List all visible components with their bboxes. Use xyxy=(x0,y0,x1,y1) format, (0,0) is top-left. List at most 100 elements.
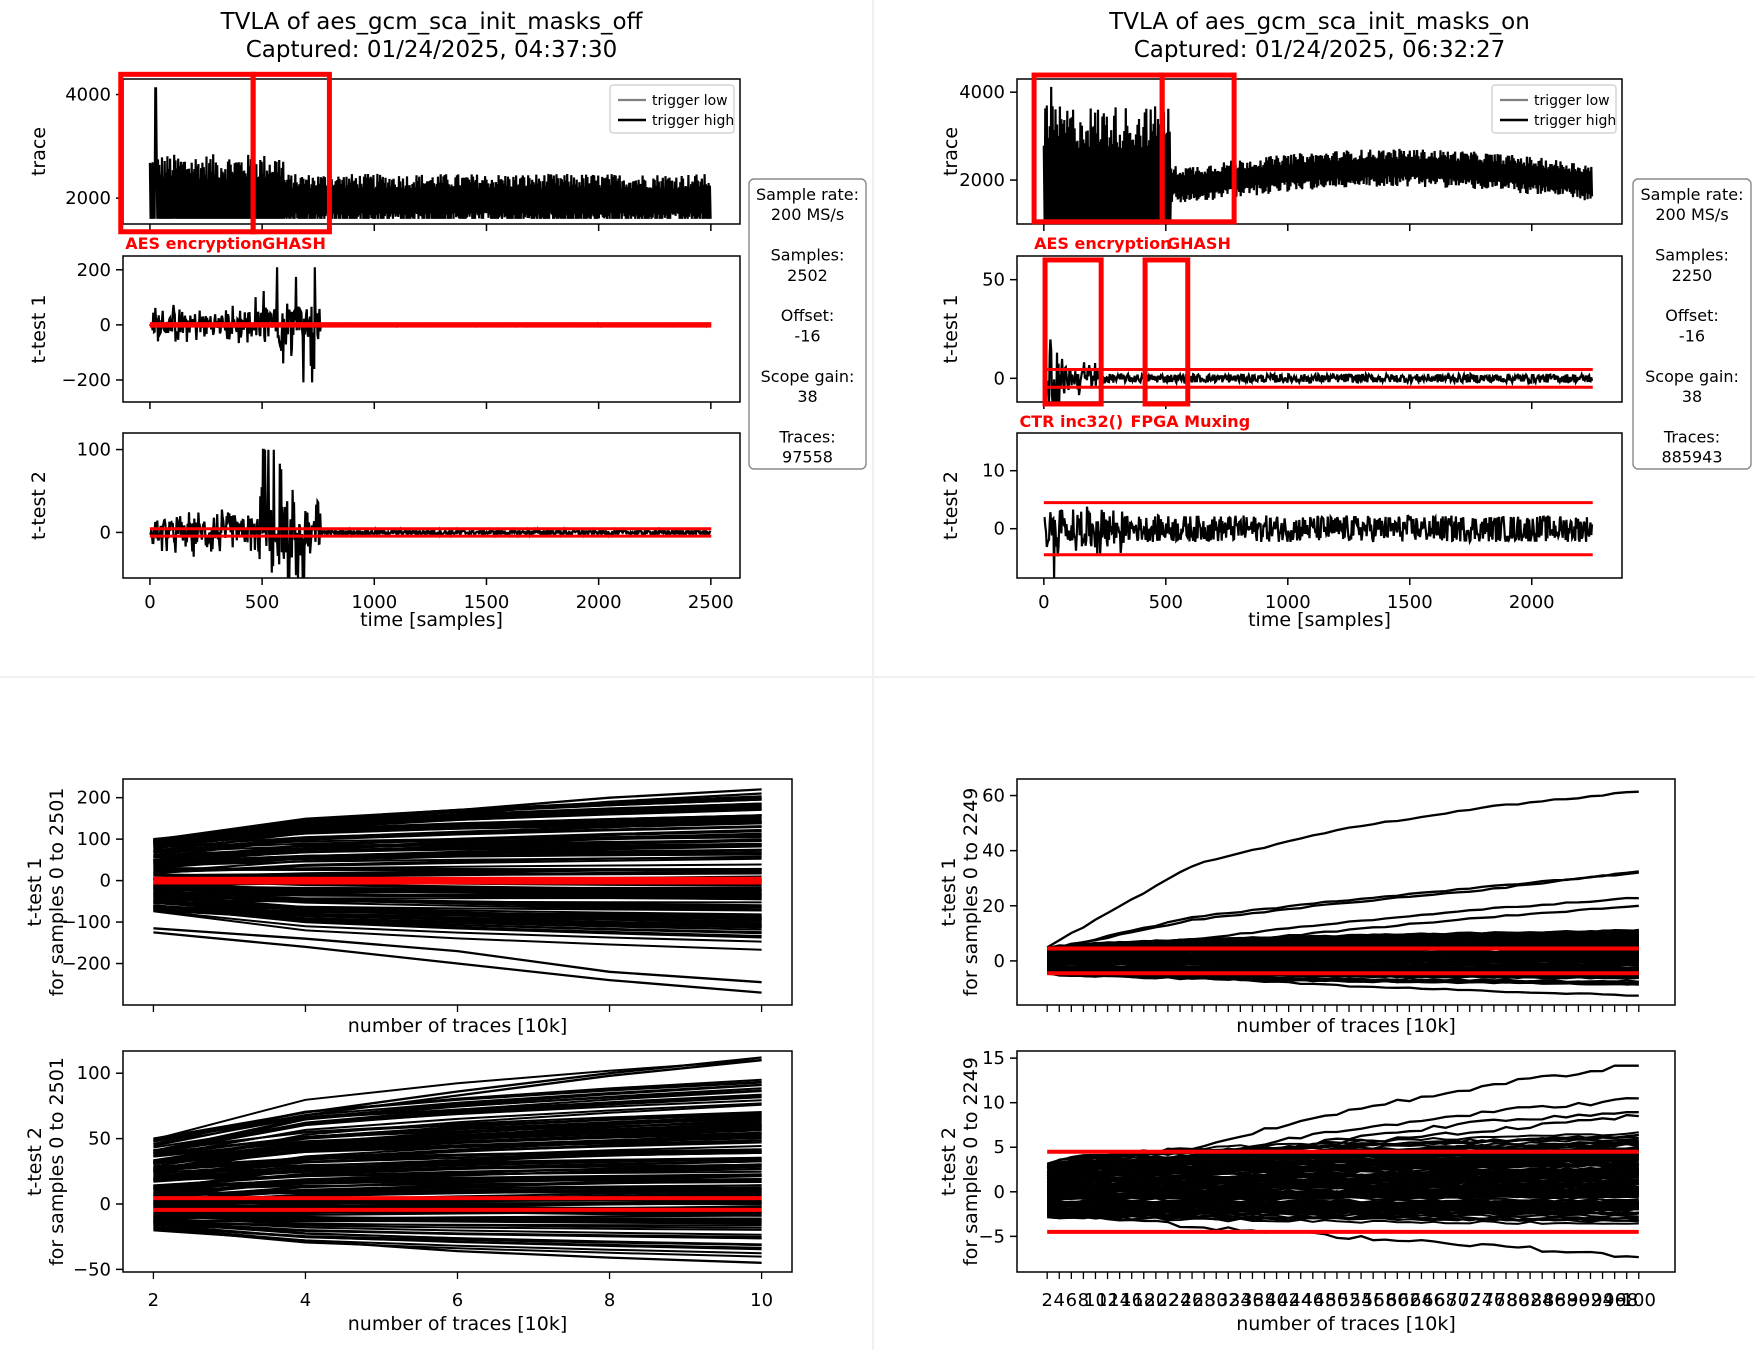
x-tick-label: 2000 xyxy=(576,592,622,613)
y-axis-label-sub: for samples 0 to 2249 xyxy=(960,1057,982,1266)
info-box-line: Samples: xyxy=(1655,246,1729,265)
y-axis-label: t-test 1 xyxy=(28,295,50,364)
info-box-line: Traces: xyxy=(1663,427,1720,446)
y-tick-label: 4000 xyxy=(959,82,1005,103)
y-tick-label: 0 xyxy=(994,368,1005,389)
info-box-line: Offset: xyxy=(1665,306,1718,325)
y-tick-label: 2000 xyxy=(65,188,111,209)
y-axis-label: trace xyxy=(28,127,50,176)
info-box-line: Scope gain: xyxy=(1645,367,1739,386)
axes-frame xyxy=(123,256,740,402)
y-axis-label-sub: for samples 0 to 2501 xyxy=(46,788,68,997)
trace-line xyxy=(153,892,761,893)
outlier-line xyxy=(1047,792,1639,948)
info-box-line: Traces: xyxy=(778,427,835,446)
y-tick-label: 15 xyxy=(982,1048,1005,1069)
x-tick-label: 0 xyxy=(1038,592,1049,613)
info-box-line: 2250 xyxy=(1672,266,1713,285)
panel-t-test-1: 50 0 t-test 1 CTR inc32() FPGA Muxing xyxy=(940,256,1622,431)
y-tick-label: 0 xyxy=(100,1194,111,1215)
info-box-line: 97558 xyxy=(782,448,833,467)
chart-left-top: TVLA of aes_gcm_sca_init_masks_offCaptur… xyxy=(28,9,866,631)
y-tick-label: 0 xyxy=(994,951,1005,972)
y-tick-label: 100 xyxy=(77,829,111,850)
chart-title: TVLA of aes_gcm_sca_init_masks_on xyxy=(1108,9,1530,35)
y-tick-label: 0 xyxy=(100,315,111,336)
info-box-line: 38 xyxy=(1682,387,1702,406)
info-box-line: -16 xyxy=(1679,326,1705,345)
y-axis-label: t-test 2 xyxy=(24,1127,46,1196)
y-tick-label: 0 xyxy=(994,519,1005,540)
x-tick-label: 4 xyxy=(1054,1290,1065,1311)
y-tick-label: 200 xyxy=(77,260,111,281)
y-axis-label: t-test 1 xyxy=(938,858,960,927)
y-axis-label: t-test 2 xyxy=(938,1127,960,1196)
chart-subtitle: Captured: 01/24/2025, 06:32:27 xyxy=(1134,37,1506,63)
y-axis-label: t-test 1 xyxy=(940,295,962,364)
info-box-line: 200 MS/s xyxy=(771,205,844,224)
annotation-label: AES encryption xyxy=(125,234,262,253)
x-tick-label: 2500 xyxy=(688,592,734,613)
info-box-line: -16 xyxy=(794,326,820,345)
annotation-label: AES encryption xyxy=(1034,234,1171,253)
x-tick-label: 1500 xyxy=(1387,592,1433,613)
y-tick-label: −200 xyxy=(62,370,111,391)
x-tick-label: 2 xyxy=(148,1290,159,1311)
outlier-line xyxy=(153,932,761,992)
chart-right-top: TVLA of aes_gcm_sca_init_masks_onCapture… xyxy=(940,9,1751,631)
vertical-divider xyxy=(872,0,874,1350)
info-box-line: Sample rate: xyxy=(756,185,859,204)
y-axis-label-sub: for samples 0 to 2501 xyxy=(46,1057,68,1266)
x-tick-label: 2000 xyxy=(1509,592,1555,613)
x-tick-label: 2 xyxy=(1041,1290,1052,1311)
signal-line xyxy=(1044,507,1592,578)
axes-frame xyxy=(123,433,740,578)
legend-label-trigger-high: trigger high xyxy=(652,113,734,129)
y-tick-label: −200 xyxy=(62,954,111,975)
chart-subtitle: Captured: 01/24/2025, 04:37:30 xyxy=(246,37,618,63)
annotation-label: CTR inc32() xyxy=(1019,412,1123,431)
trace-fan xyxy=(153,796,761,950)
outlier-line xyxy=(153,928,761,982)
trace-fan xyxy=(1047,1132,1639,1224)
annotation-label: FPGA Muxing xyxy=(1130,412,1250,431)
y-tick-label: 10 xyxy=(982,461,1005,482)
y-tick-label: 200 xyxy=(77,788,111,809)
info-box-line: 2502 xyxy=(787,266,828,285)
x-axis-label: number of traces [10k] xyxy=(1236,1313,1456,1335)
panel-t-test-1: 200 0 −200 t-test 1 xyxy=(28,256,740,409)
y-tick-label: 50 xyxy=(982,270,1005,291)
info-box-line: 885943 xyxy=(1661,448,1722,467)
annotation-label: GHASH xyxy=(262,234,326,253)
y-tick-label: 60 xyxy=(982,786,1005,807)
y-tick-label: 50 xyxy=(88,1129,111,1150)
info-box-line: 200 MS/s xyxy=(1655,205,1728,224)
y-tick-label: 100 xyxy=(77,1063,111,1084)
legend-label-trigger-low: trigger low xyxy=(1534,93,1610,109)
signal-line xyxy=(150,450,711,578)
info-box-line: Samples: xyxy=(771,246,845,265)
info-box-line: 38 xyxy=(797,387,817,406)
y-axis-label: t-test 1 xyxy=(24,858,46,927)
x-axis-label: time [samples] xyxy=(1248,609,1391,631)
y-tick-label: 100 xyxy=(77,440,111,461)
chart-title: TVLA of aes_gcm_sca_init_masks_off xyxy=(220,9,644,35)
trace-fan xyxy=(153,1060,761,1257)
x-axis-label: number of traces [10k] xyxy=(348,1313,568,1335)
x-tick-label: 6 xyxy=(452,1290,463,1311)
y-tick-label: 2000 xyxy=(959,170,1005,191)
y-tick-label: 4000 xyxy=(65,85,111,106)
info-box-line: Sample rate: xyxy=(1641,185,1744,204)
trace-fan xyxy=(1047,930,1639,985)
x-tick-label: 500 xyxy=(1149,592,1183,613)
